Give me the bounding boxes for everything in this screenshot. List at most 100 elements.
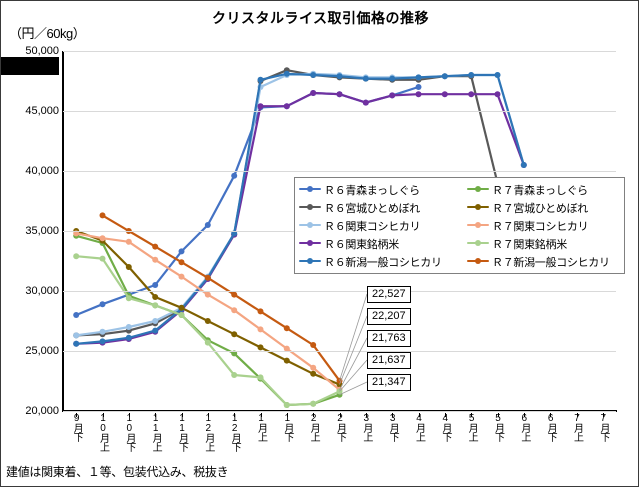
x-axis-tick-label: 4月上 [413, 413, 425, 441]
series-marker [73, 332, 80, 339]
series-8 [73, 253, 343, 408]
series-marker [389, 75, 396, 82]
x-axis-tick-label: 3月上 [360, 413, 372, 441]
x-axis-tick-label: 1月上 [255, 413, 267, 441]
legend-swatch-icon [299, 184, 321, 195]
legend-swatch-icon [467, 256, 489, 267]
series-marker [283, 402, 290, 408]
footer-note: 建値は関東着、１等、包装代込み、税抜き [6, 465, 229, 479]
gridline [63, 291, 616, 292]
series-marker [415, 91, 422, 98]
plot-area [63, 51, 616, 412]
series-marker [152, 327, 159, 334]
legend-swatch-icon [299, 256, 321, 267]
data-label: 22,207 [367, 308, 411, 325]
data-label: 21,347 [367, 374, 411, 391]
y-axis-tick-label: 30,000 [25, 285, 59, 297]
x-axis-tick-mark [576, 413, 578, 417]
series-marker [178, 312, 185, 318]
series-marker [204, 274, 211, 281]
series-marker [310, 400, 317, 407]
series-marker [336, 377, 343, 384]
series-marker [231, 307, 238, 314]
legend-item[interactable]: Ｒ６青森まっしぐら [299, 181, 467, 198]
legend-item[interactable]: Ｒ７関東銘柄米 [467, 235, 622, 252]
series-marker [152, 282, 159, 288]
series-marker [178, 259, 185, 266]
series-marker [310, 72, 317, 78]
legend-item[interactable]: Ｒ６関東コシヒカリ [299, 217, 467, 234]
legend-swatch-icon [467, 184, 489, 195]
y-axis-tick-label: 40,000 [25, 165, 59, 177]
y-axis-labels: 20,000 25,000 30,000 35,000 40,000 45,000 50,0… [1, 45, 59, 417]
series-marker [231, 372, 238, 378]
series-marker [125, 334, 132, 341]
x-axis-labels: 9月下 10月上 10月下 11月上 11月下 12月上 12月下 1月上 1月下 2月上 2月下 3… [63, 413, 616, 459]
x-axis-tick-label: 12月上 [202, 413, 214, 451]
series-marker [336, 91, 343, 98]
series-marker [152, 318, 159, 324]
legend-swatch-icon [299, 202, 321, 213]
series-marker [257, 76, 264, 83]
series-marker [336, 73, 343, 80]
x-axis-tick-mark [497, 413, 499, 417]
legend-item[interactable]: Ｒ７新潟一般コシヒカリ [467, 253, 622, 270]
x-axis-tick-label: 4月下 [439, 413, 451, 441]
x-axis-tick-mark [313, 413, 315, 417]
series-4 [73, 70, 527, 347]
legend-label: Ｒ７宮城ひとめぼれ [492, 202, 588, 215]
x-axis-tick-label: 9月下 [71, 413, 83, 441]
x-axis-tick-label: 2月上 [308, 413, 320, 441]
x-axis-tick-mark [444, 413, 446, 417]
legend-item[interactable]: Ｒ７関東コシヒカリ [467, 217, 622, 234]
legend-label: Ｒ７新潟一般コシヒカリ [492, 256, 610, 269]
data-label: 21,637 [367, 352, 411, 369]
x-axis-tick-mark [550, 413, 552, 417]
series-line [75, 72, 525, 345]
legend-swatch-icon [299, 238, 321, 249]
legend-item[interactable]: Ｒ６宮城ひとめぼれ [299, 199, 467, 216]
series-marker [99, 235, 106, 242]
gridline [63, 171, 616, 172]
legend-label: Ｒ７関東銘柄米 [492, 238, 567, 251]
series-9 [99, 212, 343, 384]
legend-item[interactable]: Ｒ６新潟一般コシヒカリ [299, 253, 467, 270]
legend-label: Ｒ６関東コシヒカリ [324, 220, 421, 233]
series-marker [468, 91, 475, 98]
series-marker [257, 326, 264, 333]
series-marker [99, 255, 106, 262]
gridline [63, 411, 616, 412]
series-marker [178, 248, 185, 255]
series-marker [441, 91, 448, 98]
legend-swatch-icon [467, 202, 489, 213]
x-axis-tick-label: 1月下 [281, 413, 293, 441]
legend-item[interactable]: Ｒ７青森まっしぐら [467, 181, 622, 198]
series-marker [283, 325, 290, 332]
series-marker [152, 302, 159, 309]
x-axis-tick-mark [471, 413, 473, 417]
series-marker [389, 92, 396, 99]
legend-swatch-icon [467, 238, 489, 249]
x-axis-tick-mark [392, 413, 394, 417]
gridline [63, 351, 616, 352]
x-axis-tick-label: 7月下 [597, 413, 609, 441]
series-marker [468, 72, 475, 78]
x-axis-tick-label: 6月上 [518, 413, 530, 441]
legend-label: Ｒ６新潟一般コシヒカリ [324, 256, 442, 269]
series-marker [152, 256, 159, 263]
gridline [63, 111, 616, 112]
series-marker [310, 90, 317, 96]
x-axis-tick-label: 2月下 [334, 413, 346, 441]
series-marker [415, 84, 422, 90]
legend-label: Ｒ７青森まっしぐら [492, 184, 588, 197]
x-axis-tick-mark [418, 413, 420, 417]
x-axis-tick-mark [339, 413, 341, 417]
legend-item[interactable]: Ｒ６関東銘柄米 [299, 235, 467, 252]
x-axis-tick-label: 10月下 [123, 413, 135, 451]
x-axis-tick-mark [102, 413, 104, 417]
legend-item[interactable]: Ｒ７宮城ひとめぼれ [467, 199, 622, 216]
x-axis-tick-mark [523, 413, 525, 417]
series-marker [362, 99, 369, 106]
series-marker [204, 222, 211, 228]
